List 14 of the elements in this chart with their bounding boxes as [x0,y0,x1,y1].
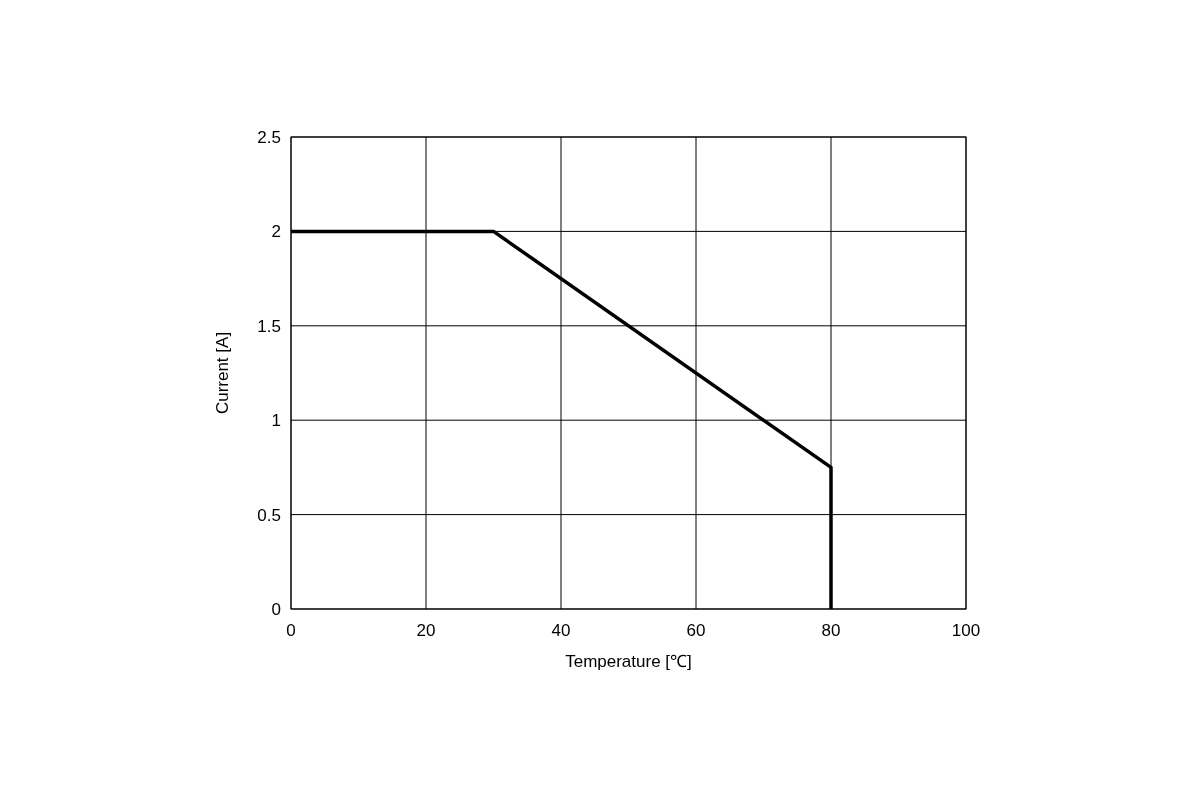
y-tick-label: 2 [271,222,281,242]
x-tick-label: 20 [416,621,436,640]
x-tick-label: 40 [551,621,571,640]
x-tick-label: 100 [951,621,981,640]
y-tick-label: 0.5 [257,505,281,525]
x-tick-label: 60 [686,621,706,640]
x-axis-title: Temperature [℃] [565,652,692,671]
y-tick-label: 1 [271,411,281,431]
y-tick-label: 1.5 [257,316,281,336]
x-tick-label: 80 [821,621,841,640]
y-tick-label: 0 [271,599,281,619]
x-tick-label: 0 [286,621,296,640]
y-tick-label: 2.5 [257,127,281,147]
y-axis-title: Current [A] [213,331,232,415]
